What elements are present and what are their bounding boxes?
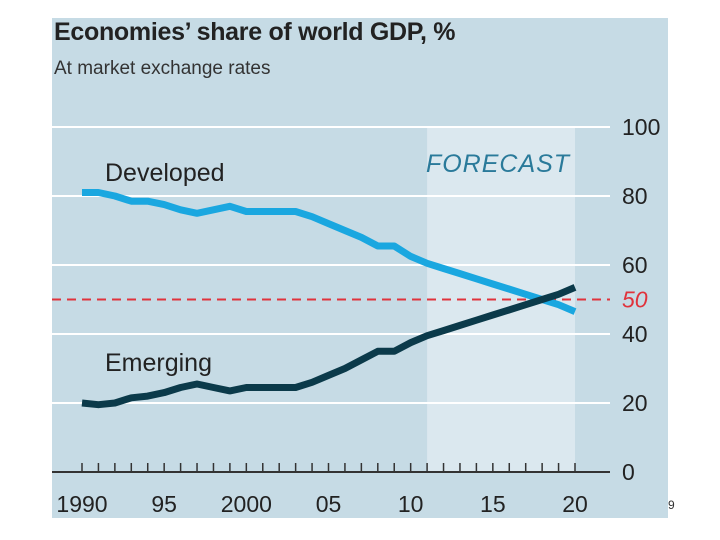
- page-number: 9: [668, 498, 675, 512]
- y-tick-label: 80: [622, 183, 648, 209]
- x-tick-label: 10: [398, 491, 424, 517]
- x-tick-label: 1990: [56, 491, 107, 517]
- reference-line-label: 50: [622, 287, 648, 313]
- series-label: Developed: [105, 159, 225, 187]
- x-tick-label: 95: [151, 491, 177, 517]
- y-tick-label: 20: [622, 390, 648, 416]
- series-line-developed: [82, 189, 577, 315]
- x-tick-label: 20: [562, 491, 588, 517]
- chart-subtitle: At market exchange rates: [54, 58, 271, 79]
- x-tick-label: 2000: [221, 491, 272, 517]
- forecast-label: FORECAST: [426, 150, 571, 178]
- y-tick-label: 40: [622, 321, 648, 347]
- chart-title: Economies’ share of world GDP, %: [54, 18, 456, 46]
- y-tick-label: 60: [622, 252, 648, 278]
- series-line-emerging: [81, 284, 577, 409]
- y-tick-label: 0: [622, 459, 635, 485]
- x-tick-label: 15: [480, 491, 506, 517]
- series-label: Emerging: [105, 349, 212, 377]
- x-tick-label: 05: [316, 491, 342, 517]
- y-tick-label: 100: [622, 114, 660, 140]
